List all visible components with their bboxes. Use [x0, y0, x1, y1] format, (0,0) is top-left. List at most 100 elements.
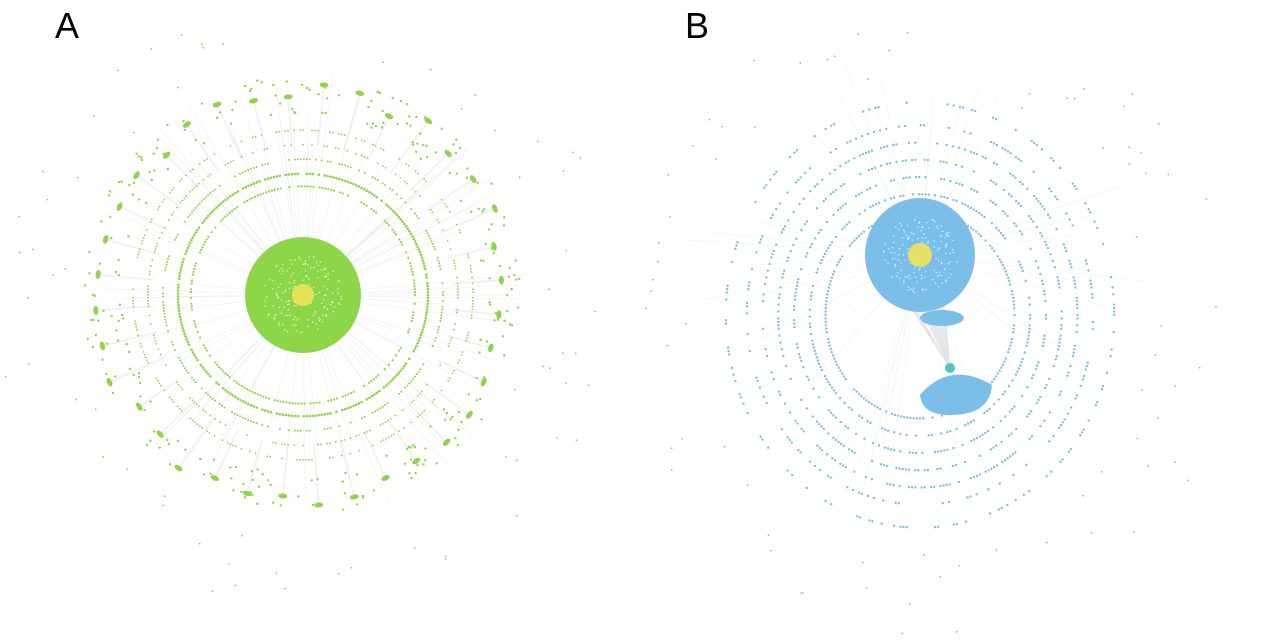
node — [178, 407, 181, 410]
node — [132, 288, 135, 291]
node — [255, 165, 258, 168]
node — [1045, 475, 1048, 478]
node — [995, 444, 998, 448]
node — [667, 174, 670, 176]
node — [1074, 286, 1077, 289]
node — [391, 96, 394, 100]
node — [977, 232, 980, 235]
node — [274, 317, 276, 319]
node — [411, 143, 415, 147]
node — [334, 147, 337, 149]
node — [217, 204, 220, 207]
node — [317, 173, 321, 177]
node — [178, 274, 181, 278]
node — [692, 144, 694, 147]
node — [908, 237, 910, 239]
node — [808, 167, 812, 170]
node — [209, 472, 212, 476]
node — [832, 389, 836, 392]
node — [440, 389, 443, 392]
node — [98, 262, 102, 265]
node — [908, 603, 911, 606]
node — [868, 187, 872, 190]
cluster-node — [283, 94, 293, 100]
node — [307, 264, 309, 266]
node — [475, 376, 478, 380]
node — [1093, 220, 1096, 223]
node — [841, 228, 844, 231]
node — [202, 409, 205, 412]
node — [441, 308, 444, 311]
node — [218, 403, 221, 406]
node — [148, 170, 151, 174]
node — [344, 394, 347, 397]
node — [895, 466, 898, 470]
node — [826, 474, 830, 477]
node — [198, 542, 201, 545]
node — [311, 458, 313, 461]
node — [206, 158, 208, 160]
node — [870, 402, 874, 406]
node — [777, 303, 780, 306]
node — [248, 89, 252, 93]
node — [768, 262, 771, 266]
node — [292, 287, 294, 289]
node — [326, 174, 329, 178]
node — [921, 226, 924, 228]
node — [594, 310, 596, 313]
node — [441, 291, 444, 294]
node — [806, 375, 809, 378]
node — [198, 251, 202, 254]
node — [735, 244, 738, 247]
node — [224, 198, 227, 202]
node — [380, 126, 384, 129]
node — [322, 299, 325, 301]
node — [895, 160, 898, 164]
node — [882, 499, 885, 502]
node — [738, 393, 741, 396]
node — [358, 449, 360, 452]
node — [503, 216, 506, 219]
node — [207, 175, 209, 178]
node — [391, 378, 395, 381]
node — [775, 207, 778, 211]
node — [955, 631, 958, 633]
node — [947, 263, 950, 265]
node — [1012, 300, 1015, 303]
node — [248, 389, 251, 392]
node — [916, 238, 919, 240]
node — [873, 166, 877, 169]
node — [787, 256, 790, 259]
node — [947, 500, 951, 504]
node — [488, 303, 492, 306]
node — [414, 150, 418, 153]
node — [1048, 440, 1051, 443]
node — [1056, 276, 1059, 279]
node — [467, 256, 470, 259]
node — [308, 283, 311, 286]
node — [202, 243, 205, 246]
node — [326, 442, 328, 445]
node — [180, 34, 183, 36]
node — [652, 278, 654, 281]
node — [110, 237, 113, 240]
node — [373, 393, 376, 396]
node — [1025, 344, 1028, 348]
node — [1215, 305, 1217, 308]
node — [1045, 383, 1048, 387]
node — [456, 443, 459, 447]
node — [792, 308, 796, 312]
node — [436, 331, 439, 334]
node — [1032, 373, 1035, 377]
node — [248, 198, 251, 201]
node — [298, 256, 300, 258]
node — [954, 163, 958, 167]
node — [384, 166, 387, 169]
node — [1063, 246, 1067, 249]
node — [792, 243, 795, 247]
node — [306, 185, 309, 188]
node — [324, 187, 327, 190]
node — [252, 405, 256, 408]
node — [371, 122, 375, 125]
node — [168, 191, 171, 194]
